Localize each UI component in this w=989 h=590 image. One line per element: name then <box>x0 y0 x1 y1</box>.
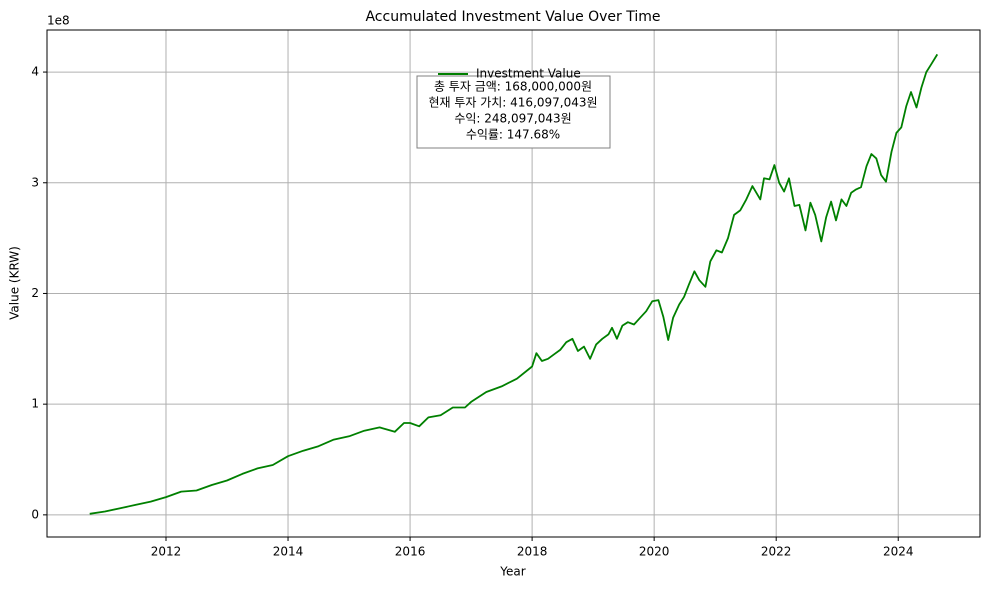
x-tick-label: 2024 <box>883 545 914 559</box>
annotation-box <box>416 75 611 149</box>
y-tick-label: 3 <box>31 175 39 189</box>
legend-label: Investment Value <box>476 67 581 81</box>
chart-title: Accumulated Investment Value Over Time <box>365 9 660 25</box>
y-tick-label: 1 <box>31 397 39 411</box>
x-axis-label: Year <box>499 565 525 579</box>
y-tick-label: 0 <box>31 507 39 521</box>
x-tick-label: 2014 <box>273 545 304 559</box>
x-tick-label: 2022 <box>761 545 792 559</box>
x-tick-label: 2018 <box>517 545 548 559</box>
y-tick-label: 4 <box>31 65 39 79</box>
x-tick-label: 2012 <box>151 545 182 559</box>
y-offset-label: 1e8 <box>47 14 70 28</box>
x-tick-label: 2016 <box>395 545 426 559</box>
y-tick-label: 2 <box>31 286 39 300</box>
annotation-text: 수익: 248,097,043원 <box>454 112 571 126</box>
y-axis-label: Value (KRW) <box>8 246 22 320</box>
plot-frame <box>46 29 981 538</box>
annotation-text: 수익률: 147.68% <box>466 128 560 142</box>
annotation-text: 총 투자 금액: 168,000,000원 <box>434 80 592 94</box>
x-tick-label: 2020 <box>639 545 670 559</box>
line <box>89 53 939 515</box>
annotation-text: 현재 투자 가치: 416,097,043원 <box>428 96 597 110</box>
